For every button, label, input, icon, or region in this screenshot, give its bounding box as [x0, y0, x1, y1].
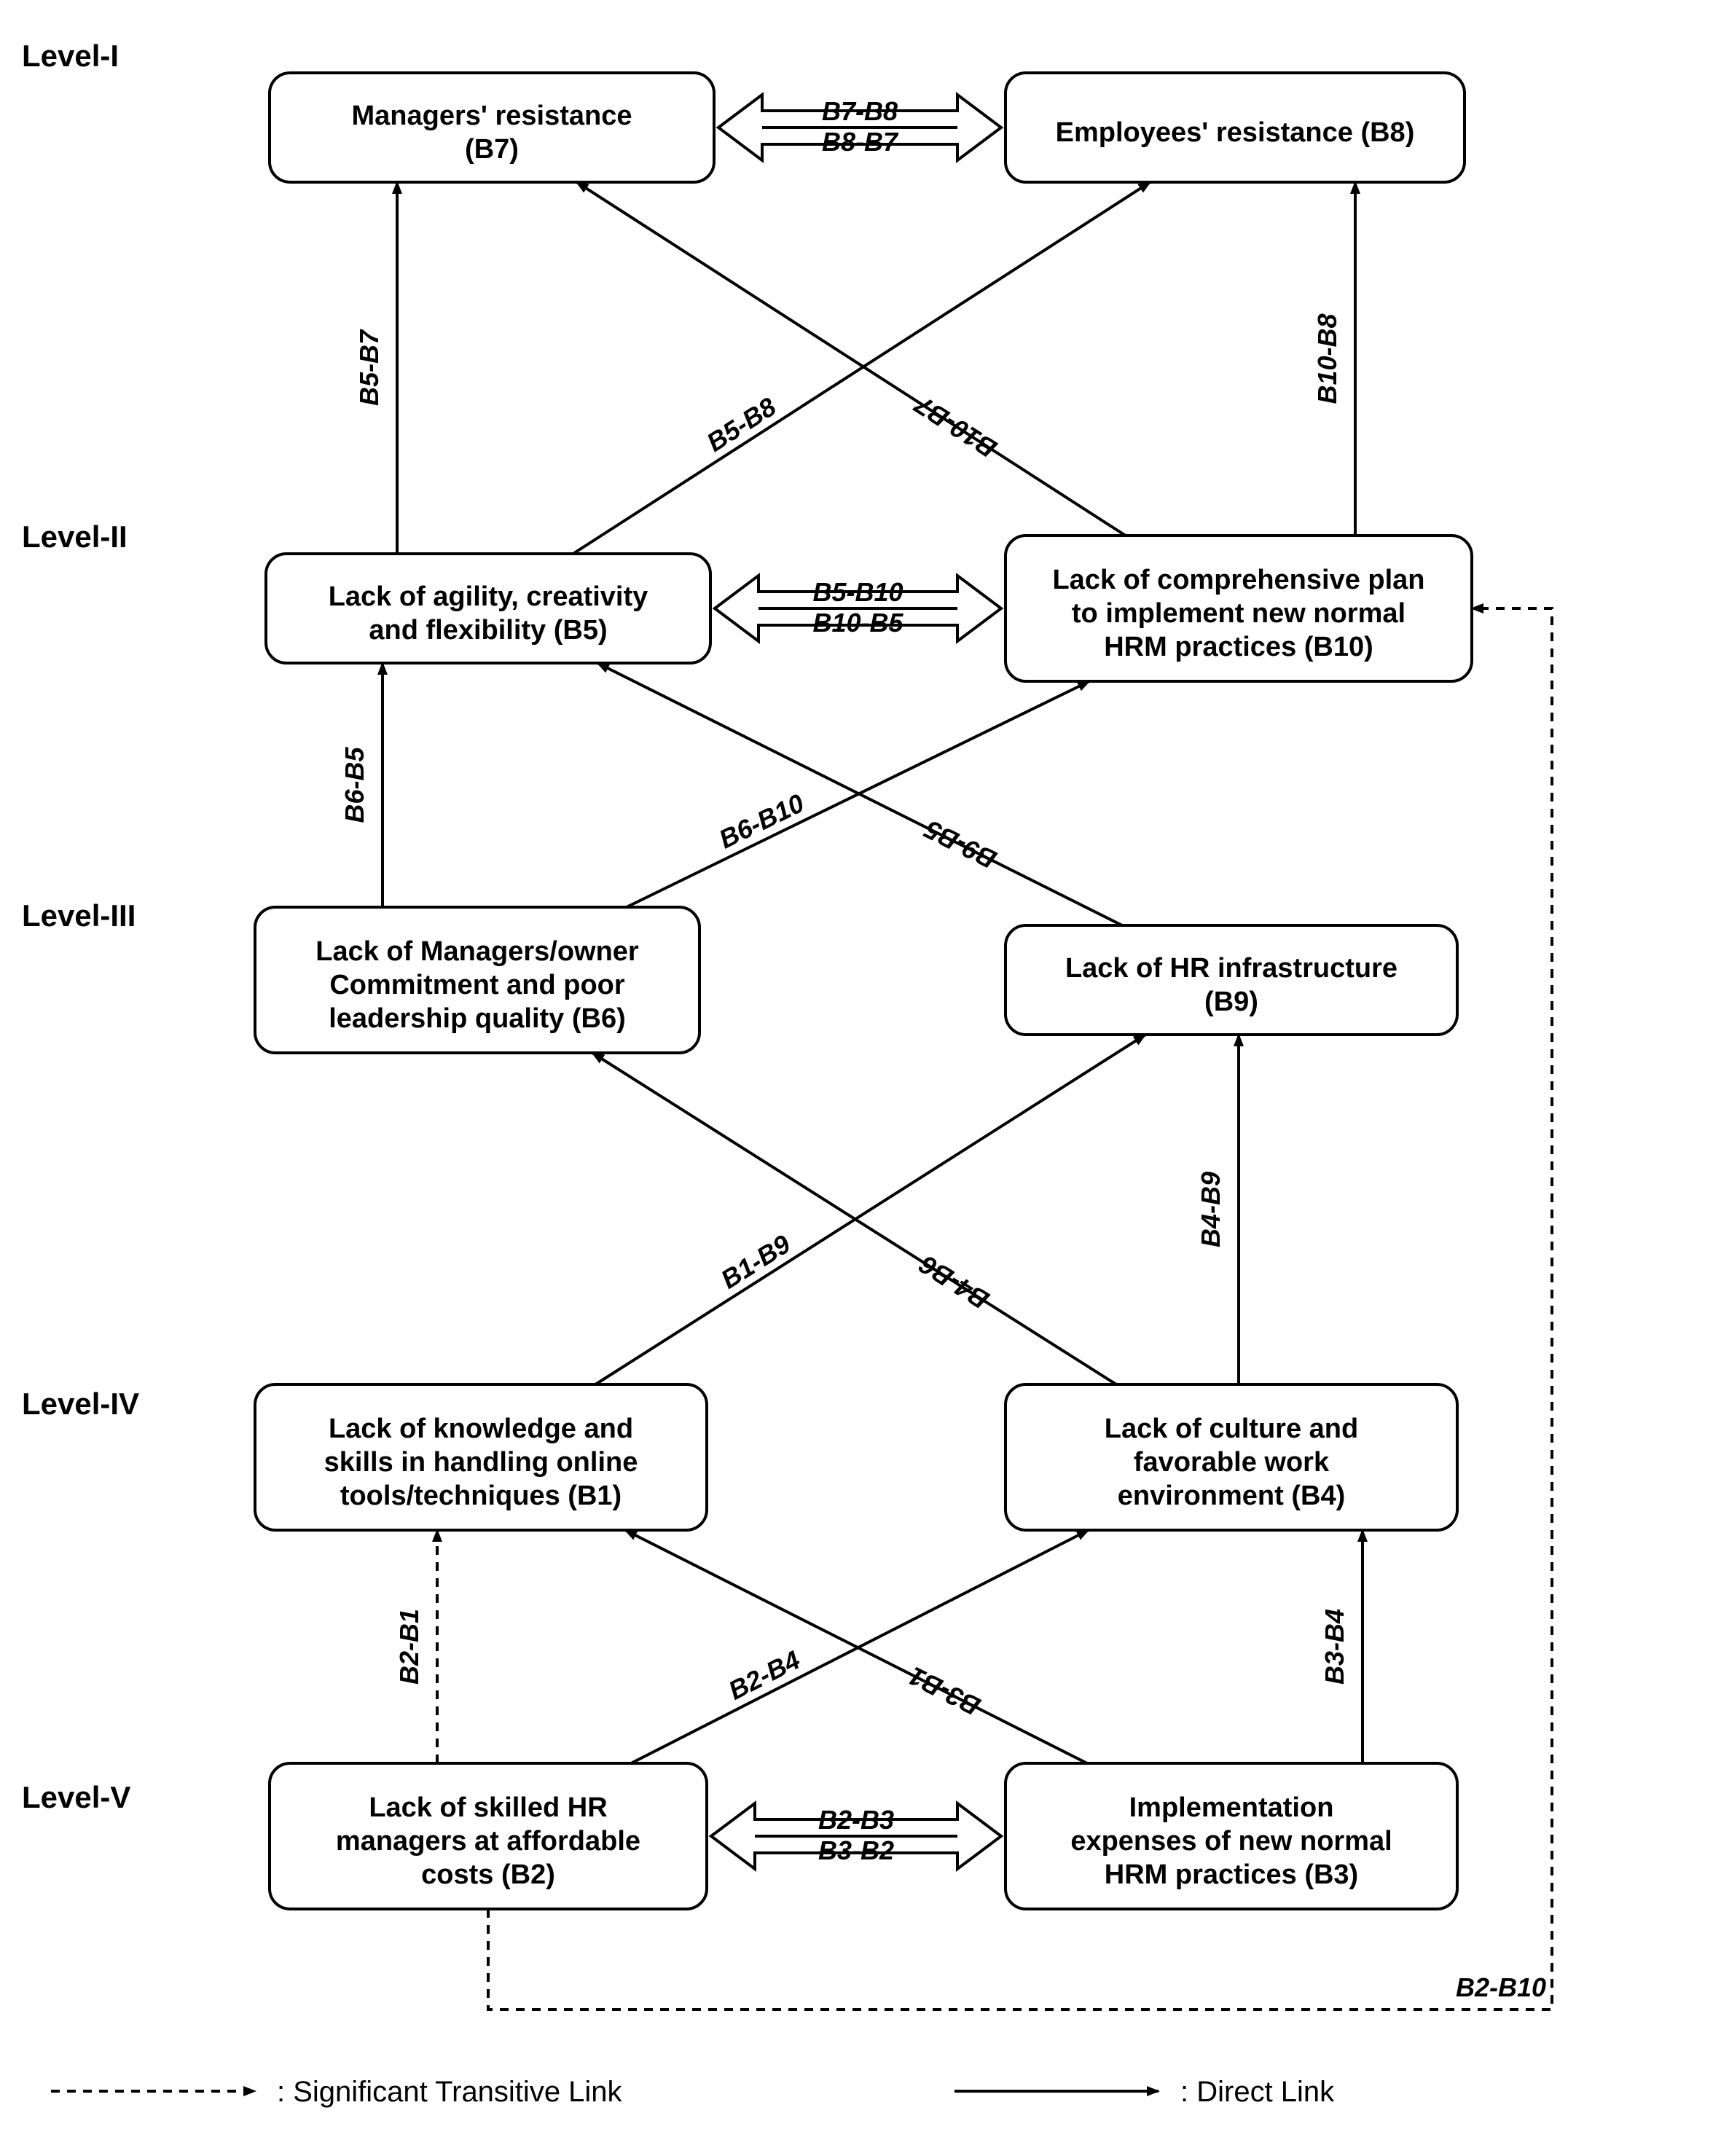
edge-label-B1-B9: B1-B9 [716, 1228, 796, 1294]
node-B8: Employees' resistance (B8) [1005, 73, 1465, 182]
level-label-L5: Level-V [22, 1780, 130, 1814]
node-text-B5-0: Lack of agility, creativity [329, 581, 648, 612]
node-text-B1-2: tools/techniques (B1) [340, 1481, 622, 1511]
node-text-B6-0: Lack of Managers/owner [315, 936, 639, 967]
node-B7: Managers' resistance(B7) [270, 73, 714, 182]
node-text-B5-1: and flexibility (B5) [369, 615, 607, 646]
node-text-B4-0: Lack of culture and [1105, 1414, 1358, 1444]
edge-label-B4-B6: B4-B6 [914, 1249, 995, 1315]
node-text-B4-2: environment (B4) [1118, 1481, 1345, 1511]
node-B4: Lack of culture andfavorable workenviron… [1005, 1384, 1457, 1530]
node-text-B9-0: Lack of HR infrastructure [1065, 953, 1397, 984]
node-text-B2-1: managers at affordable [336, 1826, 640, 1857]
level-label-L3: Level-III [22, 898, 136, 933]
edge-label-B3-B1: B3-B1 [903, 1661, 984, 1721]
edge-label-B9-B5: B9-B5 [920, 814, 1001, 875]
node-text-B1-1: skills in handling online [324, 1447, 638, 1478]
edge-label-B2-B10: B2-B10 [1456, 1972, 1546, 2002]
node-text-B6-1: Commitment and poor [329, 970, 625, 1000]
node-text-B1-0: Lack of knowledge and [329, 1414, 633, 1444]
node-B5: Lack of agility, creativityand flexibili… [266, 554, 710, 663]
node-text-B10-1: to implement new normal [1072, 598, 1406, 629]
node-text-B10-2: HRM practices (B10) [1104, 632, 1373, 662]
level-label-L1: Level-I [22, 39, 119, 73]
edge-label-B10-B7: B10-B7 [909, 389, 1002, 464]
node-text-B3-0: Implementation [1129, 1792, 1334, 1823]
node-text-B2-2: costs (B2) [421, 1859, 555, 1890]
bidir-label-bot-B3-B2: B3-B2 [818, 1835, 894, 1865]
edge-label-B6-B5: B6-B5 [340, 747, 369, 823]
edge-label-B3-B4: B3-B4 [1320, 1609, 1349, 1685]
node-text-B7-0: Managers' resistance [351, 101, 632, 131]
legend-direct-label: : Direct Link [1180, 2076, 1335, 2108]
bidir-label-bot-B8-B7: B8-B7 [822, 127, 899, 157]
node-B2: Lack of skilled HRmanagers at affordable… [270, 1763, 707, 1909]
node-text-B3-1: expenses of new normal [1070, 1826, 1392, 1857]
bidir-label-top-B5-B10: B5-B10 [812, 577, 903, 607]
edge-label-B5-B8: B5-B8 [701, 391, 781, 458]
bidir-label-top-B7-B8: B7-B8 [822, 96, 898, 126]
node-text-B9-1: (B9) [1204, 987, 1258, 1017]
node-B3: Implementationexpenses of new normalHRM … [1005, 1763, 1457, 1909]
node-text-B4-1: favorable work [1134, 1447, 1330, 1478]
edge-B5-B8 [573, 182, 1150, 554]
bidir-label-bot-B10-B5: B10-B5 [812, 608, 903, 638]
node-B1: Lack of knowledge andskills in handling … [255, 1384, 707, 1530]
edge-label-B4-B9: B4-B9 [1196, 1172, 1226, 1247]
legend-transitive-label: : Significant Transitive Link [277, 2076, 623, 2108]
edge-label-B5-B7: B5-B7 [354, 329, 384, 406]
node-text-B6-2: leadership quality (B6) [329, 1003, 626, 1034]
edge-B10-B7 [576, 182, 1125, 536]
node-B9: Lack of HR infrastructure(B9) [1005, 925, 1457, 1035]
level-label-L2: Level-II [22, 520, 128, 554]
edge-label-B10-B8: B10-B8 [1312, 313, 1342, 404]
node-text-B8-0: Employees' resistance (B8) [1056, 117, 1415, 148]
node-B10: Lack of comprehensive planto implement n… [1005, 536, 1472, 681]
node-text-B7-1: (B7) [465, 134, 519, 165]
node-text-B2-0: Lack of skilled HR [369, 1792, 607, 1823]
level-label-L4: Level-IV [22, 1387, 139, 1421]
node-B6: Lack of Managers/ownerCommitment and poo… [255, 907, 699, 1053]
bidir-label-top-B2-B3: B2-B3 [818, 1805, 894, 1835]
edge-B1-B9 [595, 1035, 1145, 1384]
ism-hierarchy-diagram: B5-B7 B10-B8 B10-B7 B5-B8 B6-B5 B9-B5 B6-B10 B4… [0, 0, 1721, 2156]
node-text-B10-0: Lack of comprehensive plan [1052, 565, 1424, 595]
node-text-B3-2: HRM practices (B3) [1105, 1859, 1358, 1890]
edge-label-B2-B1: B2-B1 [394, 1609, 424, 1685]
edge-label-B6-B10: B6-B10 [714, 788, 808, 854]
edges-layer: B5-B7 B10-B8 B10-B7 B5-B8 B6-B5 B9-B5 B6-B10 B4… [340, 182, 1552, 2010]
